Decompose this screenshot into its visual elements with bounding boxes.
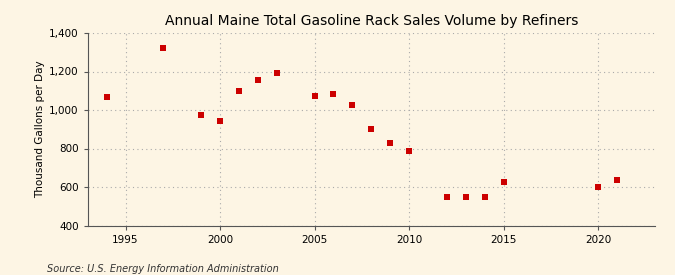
Point bbox=[612, 177, 622, 182]
Y-axis label: Thousand Gallons per Day: Thousand Gallons per Day bbox=[35, 60, 45, 198]
Point bbox=[196, 113, 207, 117]
Point bbox=[366, 127, 377, 131]
Point bbox=[252, 78, 263, 82]
Text: Source: U.S. Energy Information Administration: Source: U.S. Energy Information Administ… bbox=[47, 264, 279, 274]
Point bbox=[234, 89, 244, 93]
Point bbox=[460, 194, 471, 199]
Point bbox=[593, 185, 603, 189]
Point bbox=[479, 194, 490, 199]
Point bbox=[498, 180, 509, 184]
Point bbox=[158, 46, 169, 51]
Title: Annual Maine Total Gasoline Rack Sales Volume by Refiners: Annual Maine Total Gasoline Rack Sales V… bbox=[165, 14, 578, 28]
Point bbox=[101, 95, 112, 100]
Point bbox=[215, 118, 225, 123]
Point bbox=[328, 91, 339, 96]
Point bbox=[309, 94, 320, 98]
Point bbox=[271, 71, 282, 76]
Point bbox=[441, 194, 452, 199]
Point bbox=[404, 149, 414, 153]
Point bbox=[385, 141, 396, 145]
Point bbox=[347, 103, 358, 107]
